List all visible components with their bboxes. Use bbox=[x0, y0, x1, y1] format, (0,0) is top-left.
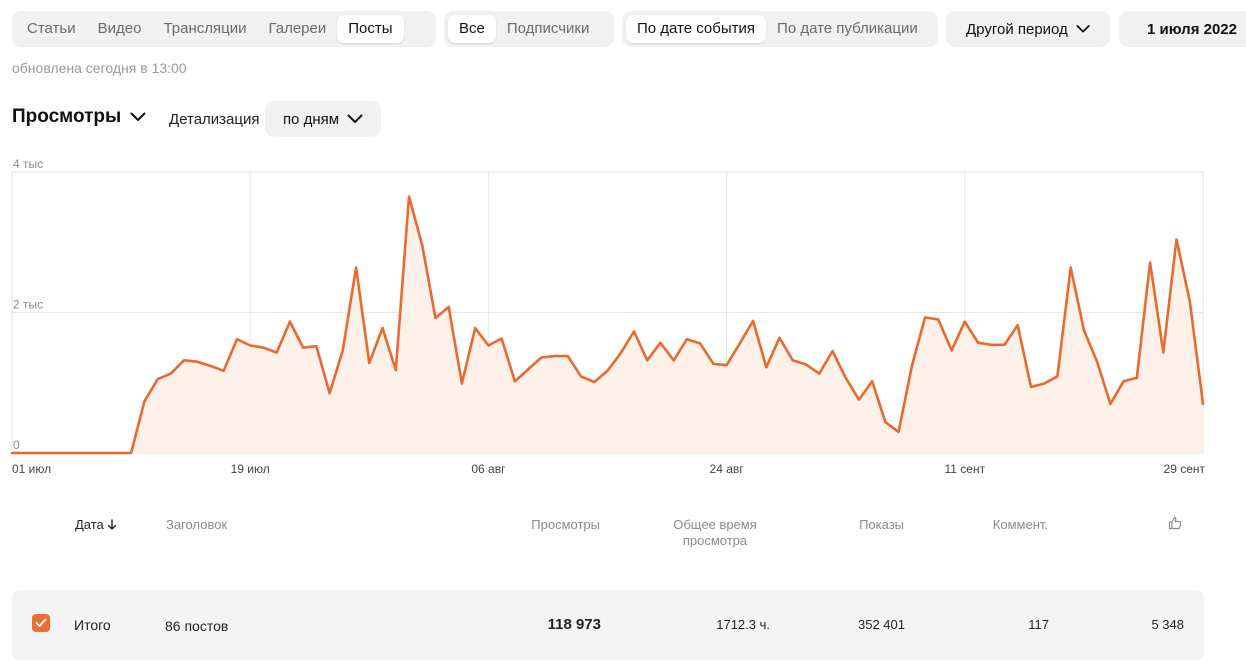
chevron-down-icon bbox=[1076, 25, 1090, 33]
detail-label: Детализация bbox=[169, 111, 260, 128]
date-mode-tabs: По дате события По дате публикации bbox=[622, 11, 938, 47]
summary-row: Итого 86 постов 118 973 1712.3 ч. 352 40… bbox=[12, 590, 1204, 660]
chart-series-line bbox=[10, 195, 1205, 455]
column-watch-time-line1: Общее время bbox=[673, 517, 757, 532]
summary-label: Итого bbox=[74, 617, 111, 633]
column-views[interactable]: Просмотры bbox=[531, 517, 600, 532]
column-date-label: Дата bbox=[75, 517, 104, 532]
summary-watch-time: 1712.3 ч. bbox=[716, 617, 770, 632]
summary-impressions: 352 401 bbox=[858, 617, 905, 632]
audience-tabs: Все Подписчики bbox=[444, 11, 614, 47]
tab-streams[interactable]: Трансляции bbox=[163, 20, 247, 37]
column-title: Заголовок bbox=[166, 517, 228, 532]
tab-articles[interactable]: Статьи bbox=[27, 20, 76, 37]
detail-dropdown[interactable]: по дням bbox=[265, 101, 381, 137]
column-impressions[interactable]: Показы bbox=[859, 517, 904, 532]
select-all-checkbox[interactable] bbox=[32, 614, 50, 632]
tab-all[interactable]: Все bbox=[448, 15, 496, 43]
tab-by-event-date[interactable]: По дате события bbox=[626, 15, 767, 43]
chart-area-fill bbox=[12, 196, 1203, 453]
period-dropdown-label: Другой период bbox=[966, 20, 1068, 38]
column-date[interactable]: Дата bbox=[75, 517, 117, 532]
summary-posts-count: 86 постов bbox=[165, 618, 229, 634]
date-start-picker[interactable]: 1 июля 2022 bbox=[1119, 11, 1246, 47]
content-type-tabs: Статьи Видео Трансляции Галереи Посты bbox=[12, 11, 436, 47]
tab-posts[interactable]: Посты bbox=[337, 15, 404, 43]
tab-galleries[interactable]: Галереи bbox=[268, 20, 327, 37]
summary-comments: 117 bbox=[1028, 617, 1049, 632]
tab-subscribers[interactable]: Подписчики bbox=[506, 20, 590, 37]
chart-x-tick-label: 19 июл bbox=[231, 462, 270, 476]
metric-selector-label: Просмотры bbox=[12, 106, 122, 127]
summary-likes: 5 348 bbox=[1151, 617, 1184, 632]
checkmark-icon bbox=[35, 618, 47, 627]
thumbs-up-icon[interactable] bbox=[1168, 516, 1182, 530]
summary-views: 118 973 bbox=[547, 616, 601, 633]
views-chart: 0 2 тыс 4 тыс 01 июл 19 июл 06 авг 24 авг 11 се… bbox=[10, 157, 1206, 476]
tab-by-publish-date[interactable]: По дате публикации bbox=[777, 20, 918, 37]
chart-x-tick-label: 24 авг bbox=[710, 462, 745, 476]
chart-y-tick-label: 4 тыс bbox=[13, 157, 43, 171]
column-watch-time-line2: просмотра bbox=[682, 533, 748, 548]
chevron-down-icon bbox=[347, 114, 363, 123]
chart-x-tick-label: 29 сент bbox=[1164, 462, 1206, 476]
tab-videos[interactable]: Видео bbox=[97, 20, 142, 37]
chart-x-tick-label: 11 сент bbox=[945, 462, 986, 476]
period-dropdown[interactable]: Другой период bbox=[946, 11, 1110, 47]
chart-x-tick-label: 01 июл bbox=[12, 462, 51, 476]
date-start-label: 1 июля 2022 bbox=[1147, 20, 1237, 38]
sort-arrow-down-icon bbox=[107, 518, 116, 530]
column-watch-time[interactable]: Общее время просмотра bbox=[660, 517, 770, 549]
updated-timestamp: обновлена сегодня в 13:00 bbox=[12, 60, 187, 76]
metric-selector[interactable]: Просмотры bbox=[12, 106, 146, 128]
chevron-down-icon bbox=[130, 112, 146, 121]
detail-dropdown-label: по дням bbox=[282, 110, 340, 128]
chart-y-tick-label: 0 bbox=[13, 438, 20, 452]
column-comments[interactable]: Коммент. bbox=[992, 517, 1048, 532]
chart-y-tick-label: 2 тыс bbox=[13, 298, 43, 312]
chart-x-tick-label: 06 авг bbox=[471, 462, 506, 476]
